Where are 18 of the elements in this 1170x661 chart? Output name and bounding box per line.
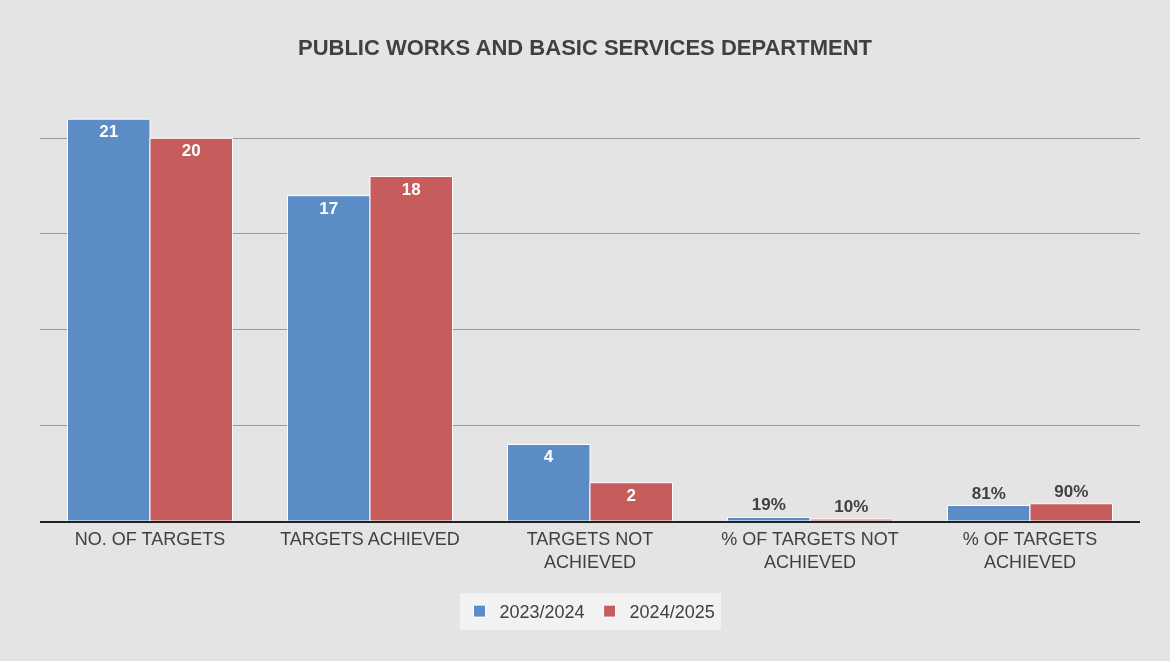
chart-title: PUBLIC WORKS AND BASIC SERVICES DEPARTMENT bbox=[297, 35, 873, 61]
data-label: 10% bbox=[834, 497, 869, 517]
legend-label: 2024/2025 bbox=[629, 602, 715, 623]
x-tick-label: % OF TARGETS ACHIEVED bbox=[962, 528, 1098, 572]
x-tick-label: % OF TARGETS NOT ACHIEVED bbox=[721, 528, 899, 572]
data-label: 4 bbox=[543, 447, 554, 467]
data-label: 21 bbox=[99, 122, 119, 142]
data-label: 17 bbox=[319, 198, 339, 218]
data-label: 20 bbox=[181, 141, 201, 161]
data-label: 18 bbox=[401, 179, 421, 199]
data-label: 2 bbox=[626, 485, 636, 505]
data-label: 19% bbox=[751, 495, 786, 515]
x-tick-label: TARGETS NOT ACHIEVED bbox=[526, 528, 654, 572]
x-tick-label: TARGETS ACHIEVED bbox=[280, 528, 460, 549]
legend-label: 2023/2024 bbox=[499, 602, 585, 623]
data-label: 81% bbox=[971, 483, 1006, 503]
x-tick-label: NO. OF TARGETS bbox=[74, 528, 226, 549]
data-label: 90% bbox=[1054, 481, 1089, 501]
